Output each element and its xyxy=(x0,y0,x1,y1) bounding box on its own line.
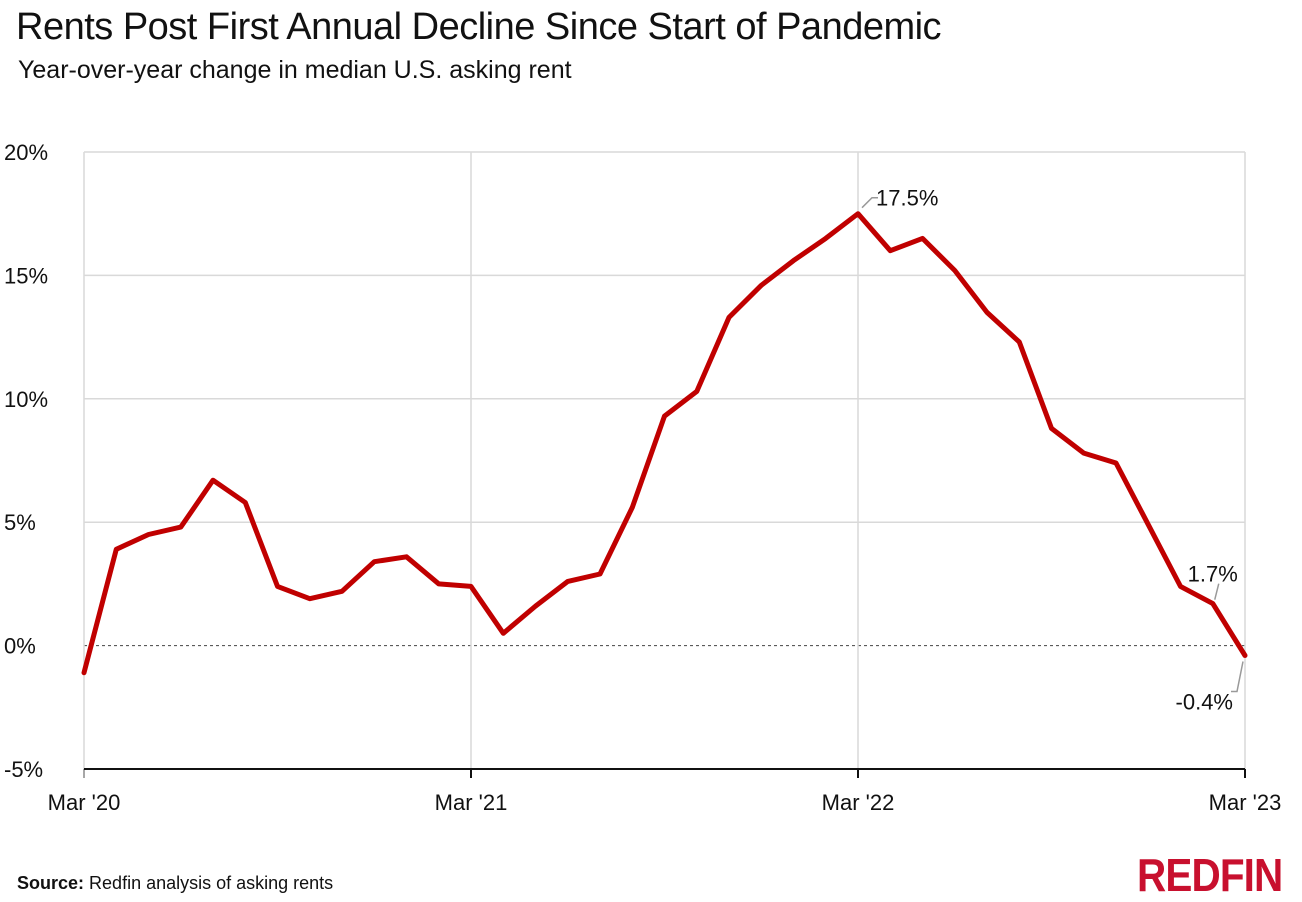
annotation-label: -0.4% xyxy=(1176,689,1233,714)
series-line xyxy=(84,214,1245,673)
annotation-label: 17.5% xyxy=(876,186,938,211)
annotation-label: 1.7% xyxy=(1188,562,1238,587)
redfin-logo: REDFIN xyxy=(1137,848,1282,902)
x-tick-label: Mar '20 xyxy=(48,790,121,815)
source-text: Redfin analysis of asking rents xyxy=(89,873,333,893)
y-tick-label: 20% xyxy=(4,140,48,165)
grid-layer xyxy=(84,152,1245,769)
x-tick-label: Mar '22 xyxy=(822,790,895,815)
x-tick-label: Mar '23 xyxy=(1209,790,1282,815)
y-tick-label: 10% xyxy=(4,387,48,412)
annotation-leader xyxy=(1231,661,1243,691)
source-label: Source: xyxy=(17,873,84,893)
y-tick-label: 15% xyxy=(4,263,48,288)
series-layer xyxy=(84,214,1245,673)
annotation-layer: 17.5% 1.7% -0.4% xyxy=(862,186,1243,715)
y-tick-label: -5% xyxy=(4,757,43,782)
y-tick-label: 0% xyxy=(4,634,36,659)
source-note: Source: Redfin analysis of asking rents xyxy=(17,873,333,894)
y-tick-label: 5% xyxy=(4,510,36,535)
x-tick-label: Mar '21 xyxy=(435,790,508,815)
